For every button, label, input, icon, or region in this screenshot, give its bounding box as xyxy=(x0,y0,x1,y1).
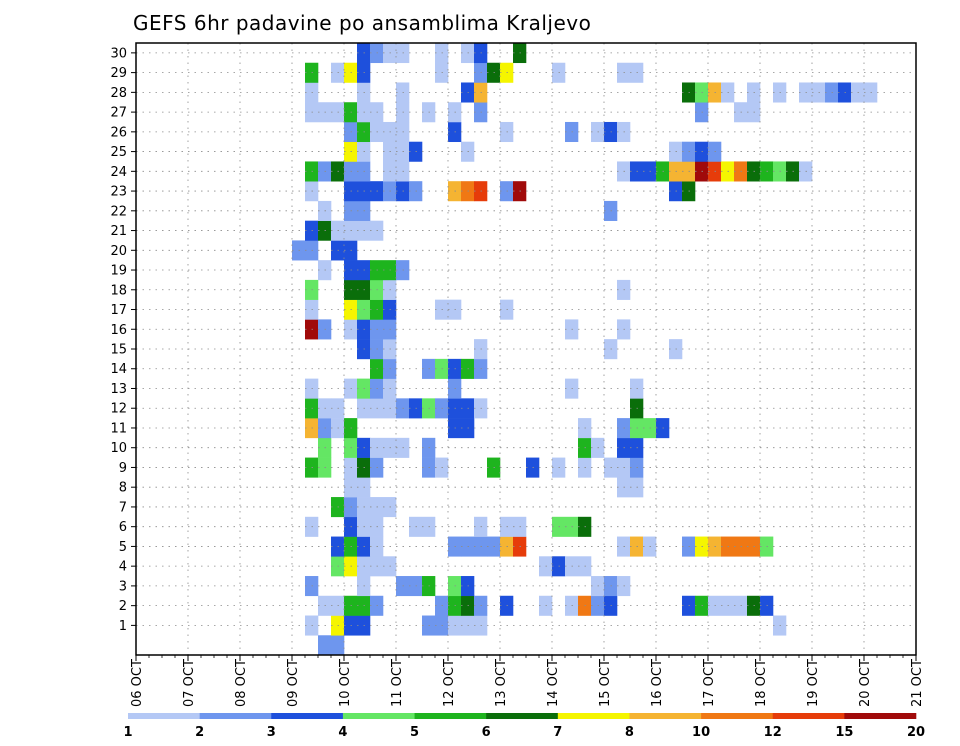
y-tick-label: 6 xyxy=(119,520,127,535)
colorbar: 1 2 3 4 5 6 7 8 10 12 15 20 xyxy=(123,713,925,740)
y-tick-label: 13 xyxy=(110,382,127,397)
y-tick-label: 15 xyxy=(110,343,127,358)
y-tick-label: 10 xyxy=(110,441,127,456)
y-axis: 1234567891011121314151617181920212223242… xyxy=(110,46,136,634)
y-tick-label: 16 xyxy=(110,323,127,338)
colorbar-swatch xyxy=(128,713,200,719)
colorbar-tick-label: 1 xyxy=(123,725,132,740)
y-tick-label: 12 xyxy=(110,402,127,417)
y-tick-label: 24 xyxy=(110,165,127,180)
colorbar-tick-label: 4 xyxy=(338,725,347,740)
y-tick-label: 4 xyxy=(119,560,127,575)
y-tick-label: 8 xyxy=(119,481,127,496)
y-tick-label: 2 xyxy=(119,599,127,614)
x-tick-label: 09 OCT xyxy=(286,659,301,707)
y-tick-label: 23 xyxy=(110,185,127,200)
colorbar-swatch xyxy=(772,713,845,719)
y-tick-label: 1 xyxy=(119,619,127,634)
y-tick-label: 29 xyxy=(110,66,127,81)
colorbar-swatch xyxy=(701,713,774,719)
x-tick-label: 17 OCT xyxy=(702,659,717,707)
colorbar-tick-label: 3 xyxy=(267,725,276,740)
y-tick-label: 17 xyxy=(110,303,127,318)
colorbar-swatch xyxy=(486,713,559,719)
colorbar-tick-label: 7 xyxy=(553,725,562,740)
y-tick-label: 21 xyxy=(110,224,127,239)
x-axis: 06 OCT 07 OCT 08 OCT 09 OCT 10 OCT 11 OCT 12 O… xyxy=(130,655,925,707)
colorbar-swatch xyxy=(199,713,272,719)
y-tick-label: 18 xyxy=(110,283,127,298)
y-tick-label: 28 xyxy=(110,86,127,101)
cells-layer xyxy=(292,43,878,656)
x-tick-label: 10 OCT xyxy=(338,659,353,707)
colorbar-swatch xyxy=(557,713,630,719)
x-tick-label: 15 OCT xyxy=(598,659,613,707)
x-tick-label: 13 OCT xyxy=(494,659,509,707)
chart-title: GEFS 6hr padavine po ansamblima Kraljevo xyxy=(133,11,591,35)
y-tick-label: 26 xyxy=(110,125,127,140)
colorbar-swatch xyxy=(414,713,487,719)
colorbar-tick-label: 5 xyxy=(410,725,419,740)
colorbar-swatch xyxy=(342,713,415,719)
x-tick-label: 19 OCT xyxy=(806,659,821,707)
colorbar-tick-label: 12 xyxy=(764,725,782,740)
colorbar-tick-label: 2 xyxy=(195,725,204,740)
x-tick-label: 07 OCT xyxy=(182,659,197,707)
colorbar-tick-label: 15 xyxy=(835,725,853,740)
y-tick-label: 22 xyxy=(110,204,127,219)
y-tick-label: 27 xyxy=(110,106,127,121)
y-tick-label: 19 xyxy=(110,264,127,279)
colorbar-swatch xyxy=(844,713,917,719)
y-tick-label: 14 xyxy=(110,362,127,377)
colorbar-swatch xyxy=(271,713,344,719)
grid-layer xyxy=(136,43,916,655)
y-tick-label: 3 xyxy=(119,579,127,594)
y-tick-label: 5 xyxy=(119,540,127,555)
x-tick-label: 14 OCT xyxy=(546,659,561,707)
colorbar-tick-label: 6 xyxy=(482,725,491,740)
colorbar-tick-label: 10 xyxy=(692,725,710,740)
y-tick-label: 11 xyxy=(110,421,127,436)
y-tick-label: 30 xyxy=(110,46,127,61)
x-tick-label: 11 OCT xyxy=(390,659,405,707)
y-tick-label: 20 xyxy=(110,244,127,259)
y-tick-label: 25 xyxy=(110,145,127,160)
x-tick-label: 18 OCT xyxy=(754,659,769,707)
x-tick-label: 21 OCT xyxy=(910,659,925,707)
x-tick-label: 06 OCT xyxy=(130,659,145,707)
y-tick-label: 7 xyxy=(119,500,127,515)
heatmap-cell xyxy=(318,635,345,656)
colorbar-swatch xyxy=(629,713,702,719)
x-tick-label: 16 OCT xyxy=(650,659,665,707)
y-tick-label: 9 xyxy=(119,461,127,476)
colorbar-tick-label: 8 xyxy=(625,725,634,740)
x-tick-label: 20 OCT xyxy=(858,659,873,707)
colorbar-tick-label: 20 xyxy=(907,725,925,740)
x-tick-label: 12 OCT xyxy=(442,659,457,707)
x-tick-label: 08 OCT xyxy=(234,659,249,707)
